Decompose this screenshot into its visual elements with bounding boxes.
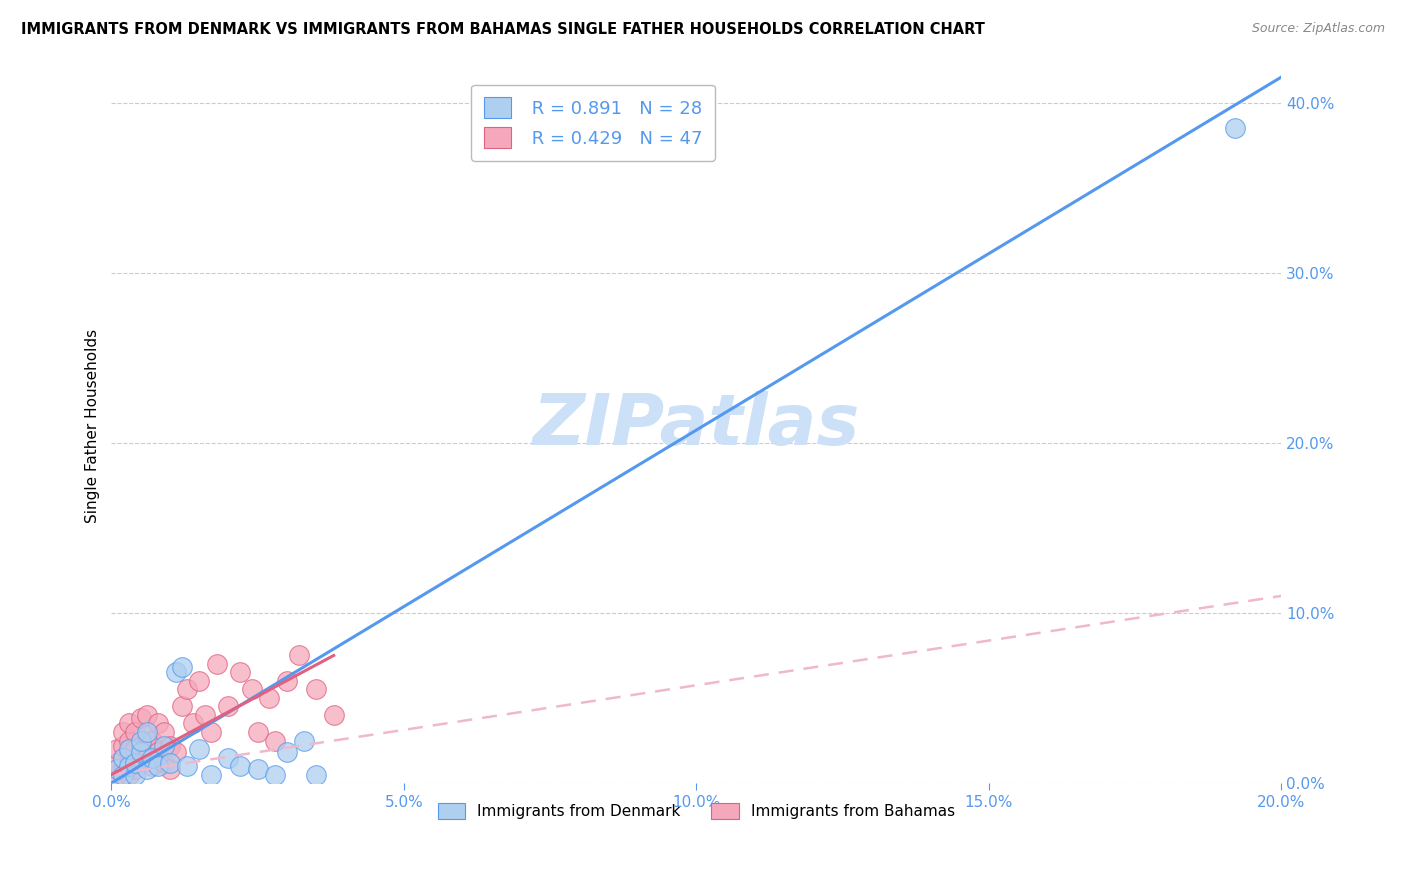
Point [246, 725, 269, 739]
Point [118, 759, 141, 773]
Point [141, 733, 163, 747]
Point [135, 750, 157, 764]
Point [148, 716, 170, 731]
Point [105, 756, 128, 770]
Point [276, 673, 298, 688]
Point [112, 739, 135, 753]
Point [153, 725, 176, 739]
Text: Source: ZipAtlas.com: Source: ZipAtlas.com [1251, 22, 1385, 36]
Point [159, 756, 181, 770]
Point [124, 756, 146, 770]
Point [165, 746, 187, 760]
Point [129, 756, 152, 770]
Y-axis label: Single Father Households: Single Father Households [86, 329, 100, 523]
Point [259, 690, 281, 705]
Point [322, 708, 344, 723]
Point [240, 682, 263, 697]
Point [229, 665, 252, 680]
Point [135, 728, 157, 742]
Point [165, 665, 187, 680]
Point [129, 739, 152, 753]
Point [276, 746, 298, 760]
Point [118, 733, 141, 747]
Point [112, 750, 135, 764]
Text: IMMIGRANTS FROM DENMARK VS IMMIGRANTS FROM BAHAMAS SINGLE FATHER HOUSEHOLDS CORR: IMMIGRANTS FROM DENMARK VS IMMIGRANTS FR… [21, 22, 986, 37]
Point [200, 725, 222, 739]
Point [305, 767, 328, 781]
Point [159, 763, 181, 777]
Point [124, 725, 146, 739]
Point [294, 733, 316, 747]
Point [129, 711, 152, 725]
Point [229, 759, 252, 773]
Point [170, 660, 193, 674]
Point [129, 733, 152, 747]
Point [181, 716, 204, 731]
Point [217, 750, 239, 764]
Point [148, 759, 170, 773]
Point [112, 750, 135, 764]
Point [217, 699, 239, 714]
Point [205, 657, 228, 671]
Point [105, 767, 128, 781]
Point [105, 742, 128, 756]
Point [141, 750, 163, 764]
Point [194, 708, 217, 723]
Point [264, 767, 287, 781]
Point [112, 763, 135, 777]
Point [153, 756, 176, 770]
Text: ZIPatlas: ZIPatlas [533, 392, 860, 460]
Point [129, 746, 152, 760]
Point [176, 682, 198, 697]
Point [118, 746, 141, 760]
Point [124, 767, 146, 781]
Point [135, 708, 157, 723]
Point [118, 716, 141, 731]
Point [141, 759, 163, 773]
Point [112, 725, 135, 739]
Point [118, 767, 141, 781]
Point [105, 763, 128, 777]
Point [287, 648, 309, 663]
Point [159, 739, 181, 753]
Point [188, 673, 211, 688]
Point [118, 759, 141, 773]
Point [246, 763, 269, 777]
Point [112, 767, 135, 781]
Point [1223, 121, 1246, 136]
Point [188, 742, 211, 756]
Point [264, 733, 287, 747]
Point [124, 742, 146, 756]
Point [135, 763, 157, 777]
Point [170, 699, 193, 714]
Point [148, 746, 170, 760]
Point [153, 739, 176, 753]
Point [200, 767, 222, 781]
Point [135, 725, 157, 739]
Point [305, 682, 328, 697]
Legend: Immigrants from Denmark, Immigrants from Bahamas: Immigrants from Denmark, Immigrants from… [432, 797, 962, 825]
Point [118, 742, 141, 756]
Point [176, 759, 198, 773]
Point [124, 763, 146, 777]
